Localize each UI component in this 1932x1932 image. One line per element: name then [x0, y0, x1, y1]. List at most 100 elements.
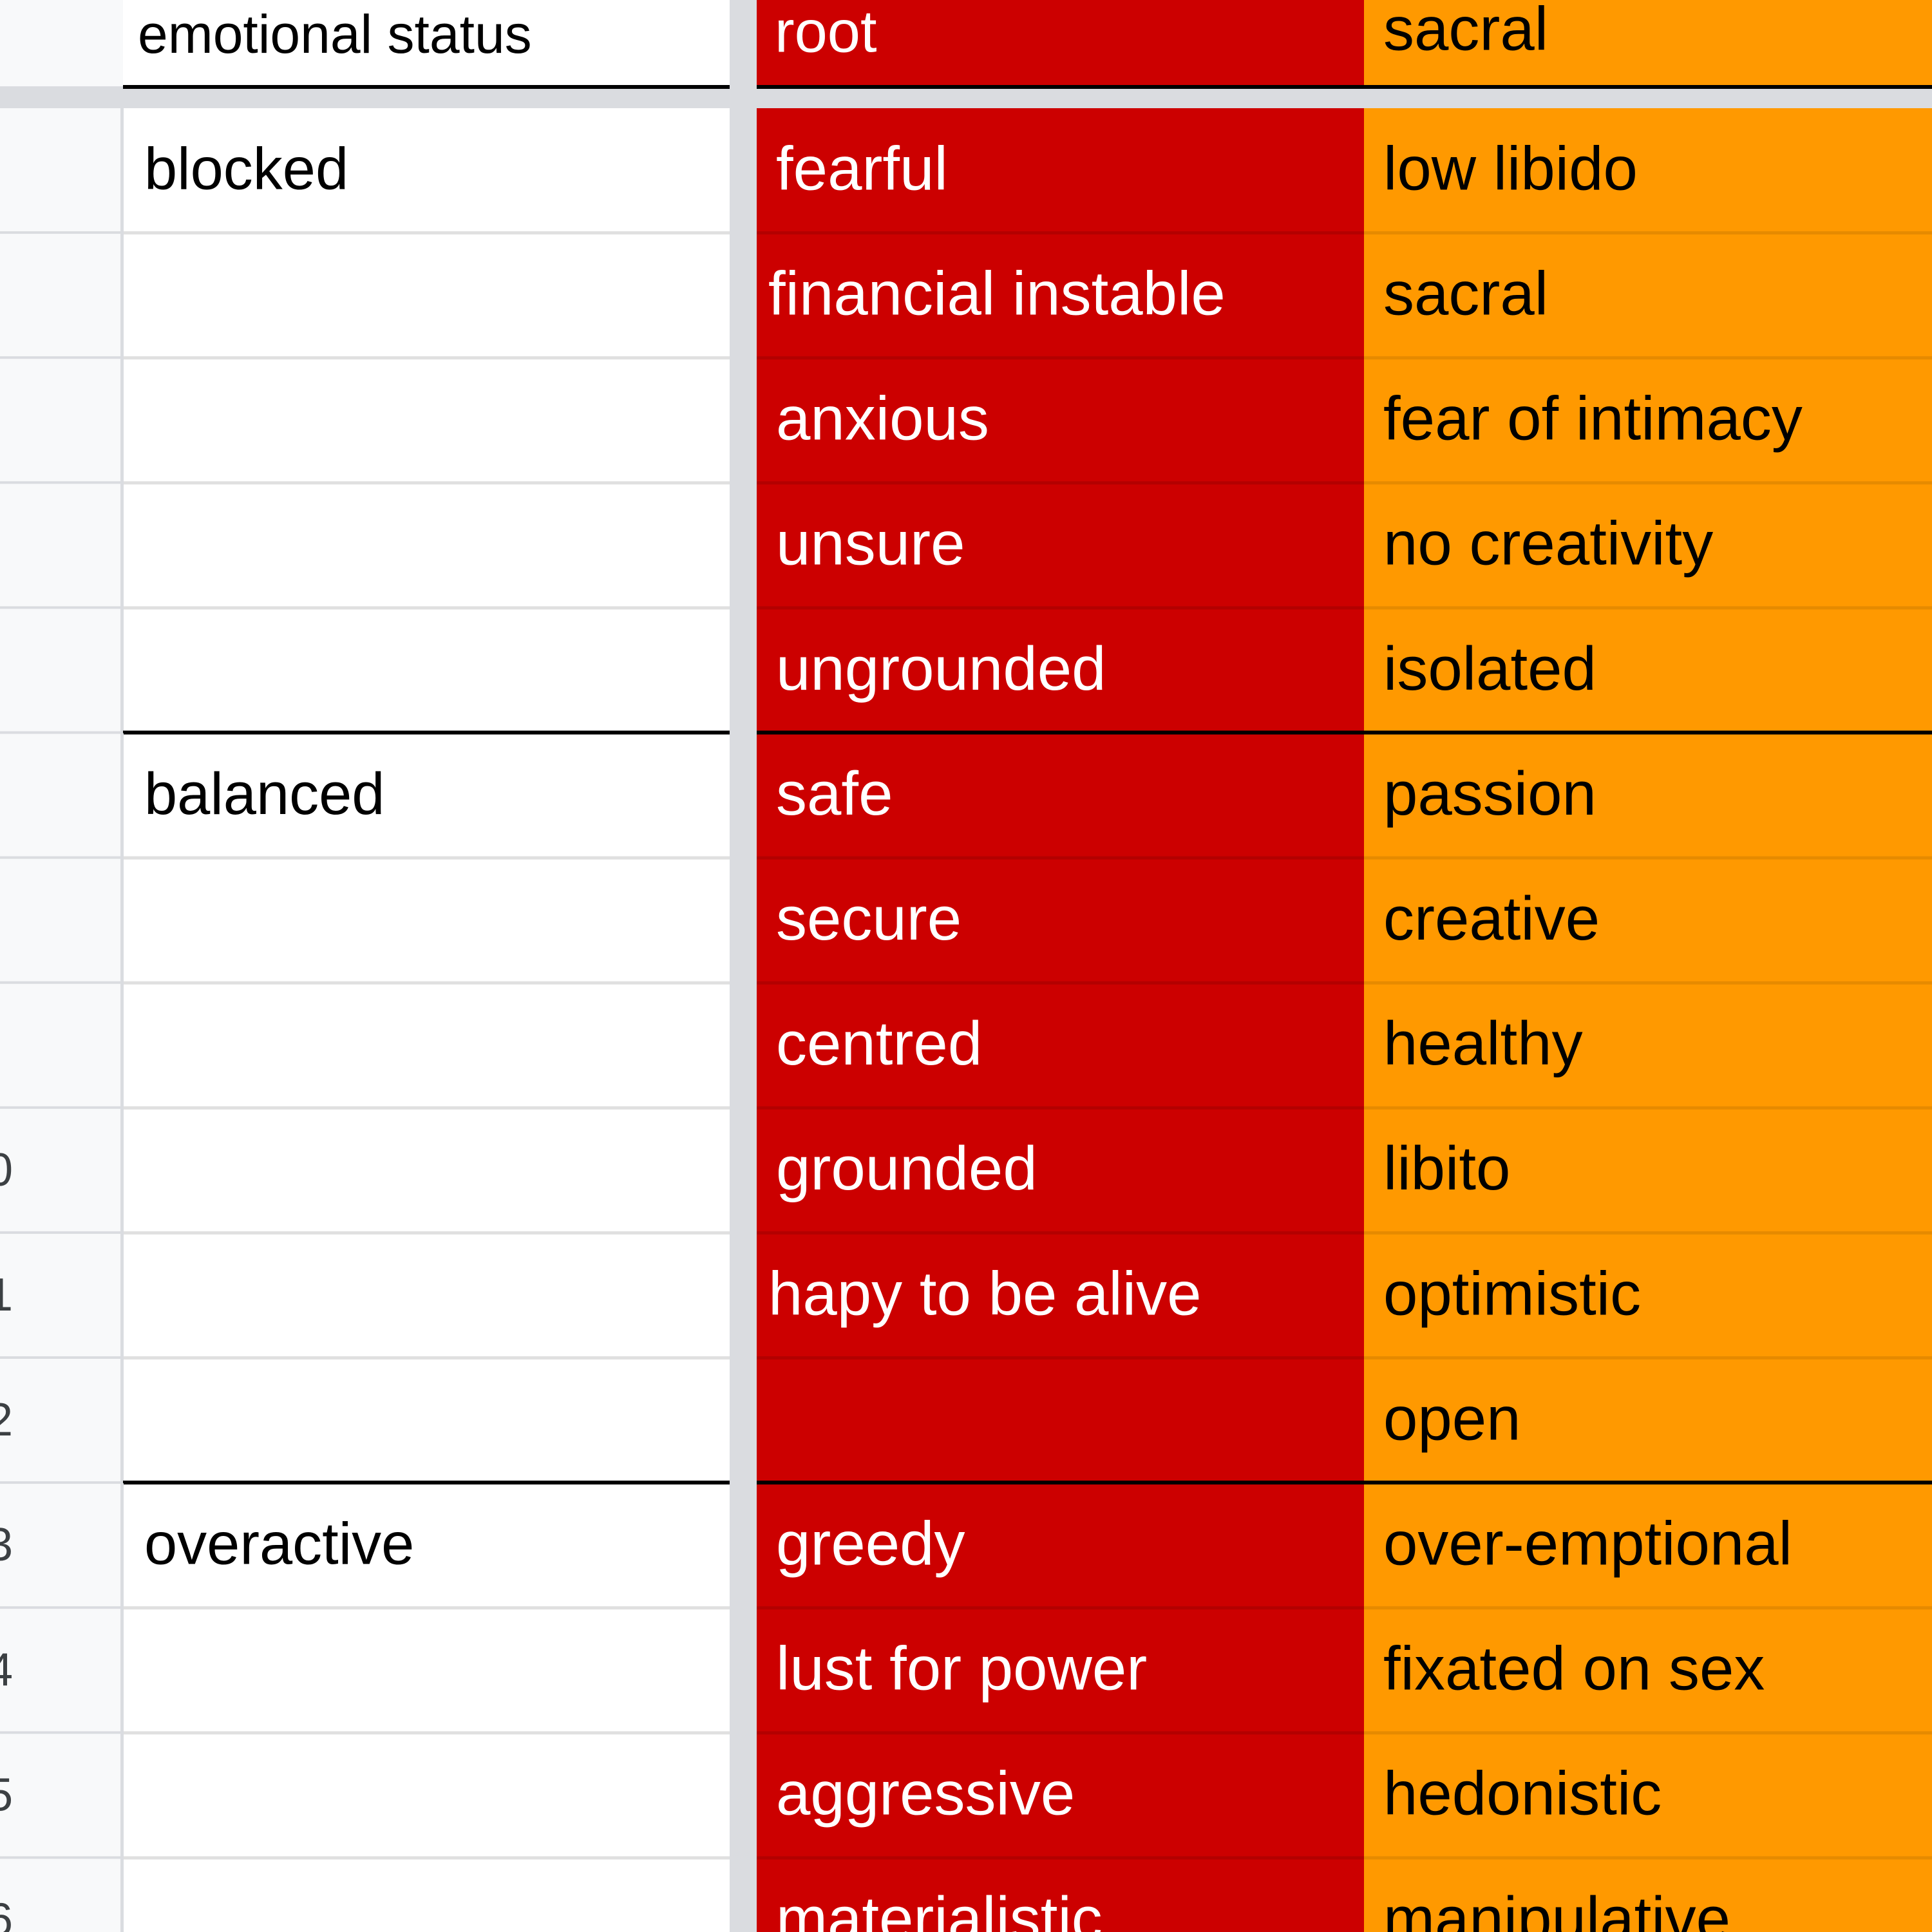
sacral-cell: healthy — [1383, 1009, 1583, 1078]
grid-line — [0, 606, 123, 609]
status-cell: balanced — [144, 761, 384, 827]
sacral-cell: low libido — [1383, 134, 1638, 203]
grid-line — [120, 1108, 124, 1233]
row-number: 14 — [0, 1644, 13, 1696]
root-cell: aggressive — [776, 1759, 1075, 1828]
sacral-cell: open — [1383, 1384, 1521, 1453]
root-cell: safe — [776, 759, 893, 828]
grid-line — [757, 481, 1364, 485]
row-number: 13 — [0, 1519, 13, 1571]
sacral-cell: manipulative — [1383, 1884, 1730, 1932]
grid-line — [120, 1608, 124, 1734]
row-number: 10 — [0, 1144, 13, 1196]
header-sacral: sacral — [1383, 0, 1548, 63]
grid-line — [757, 981, 1364, 985]
grid-line — [0, 1731, 123, 1734]
root-cell: fearful — [776, 134, 948, 203]
grid-line — [0, 1106, 123, 1109]
status-cell: blocked — [144, 136, 348, 202]
grid-line — [1364, 1606, 1932, 1610]
grid-line — [123, 1106, 730, 1110]
root-cell: anxious — [776, 384, 989, 453]
grid-line — [120, 858, 124, 983]
grid-line — [757, 1106, 1364, 1110]
grid-line — [120, 483, 124, 609]
grid-line — [123, 981, 730, 985]
grid-line — [757, 1356, 1364, 1359]
grid-line — [120, 608, 124, 734]
grid-line — [1364, 356, 1932, 360]
grid-line — [123, 356, 730, 360]
grid-line — [757, 856, 1364, 860]
grid-line — [1364, 856, 1932, 860]
sacral-cell: passion — [1383, 759, 1596, 828]
root-cell: lust for power — [776, 1634, 1147, 1703]
group-border — [757, 1481, 1932, 1485]
grid-line — [120, 733, 124, 858]
grid-line — [0, 1481, 123, 1484]
row-number: 15 — [0, 1769, 13, 1821]
grid-line — [1364, 1356, 1932, 1359]
grid-line — [123, 1856, 730, 1860]
grid-line — [757, 231, 1364, 235]
header-status: emotional status — [138, 4, 532, 64]
grid-line — [120, 233, 124, 359]
grid-line — [1364, 231, 1932, 235]
grid-line — [757, 356, 1364, 360]
grid-line — [1364, 1106, 1932, 1110]
grid-line — [123, 856, 730, 860]
grid-line — [757, 1856, 1364, 1860]
sacral-cell: isolated — [1383, 634, 1596, 703]
group-border — [123, 730, 730, 735]
grid-line — [0, 356, 123, 359]
sacral-cell: fear of intimacy — [1383, 384, 1803, 453]
frozen-row-divider — [0, 86, 1932, 108]
header-border — [123, 85, 730, 89]
grid-line — [120, 108, 124, 234]
sacral-cell: sacral — [1383, 260, 1548, 328]
grid-line — [757, 1231, 1364, 1235]
root-cell: materialistic — [776, 1884, 1103, 1932]
row-number: 11 — [0, 1269, 13, 1321]
grid-line — [0, 981, 123, 984]
grid-line — [1364, 606, 1932, 610]
status-cell: overactive — [144, 1511, 414, 1577]
grid-line — [123, 606, 730, 610]
group-border — [757, 730, 1932, 735]
grid-line — [123, 481, 730, 485]
header-root: root — [775, 0, 877, 64]
sacral-cell: hedonistic — [1383, 1759, 1662, 1828]
sacral-cell: libito — [1383, 1134, 1510, 1203]
grid-line — [0, 856, 123, 859]
root-cell: hapy to be alive — [768, 1259, 1201, 1328]
grid-line — [1364, 1731, 1932, 1735]
sacral-cell: over-emptional — [1383, 1510, 1792, 1578]
root-cell: unsure — [776, 509, 965, 578]
grid-line — [0, 481, 123, 484]
grid-line — [0, 1606, 123, 1609]
grid-line — [1364, 1231, 1932, 1235]
grid-line — [1364, 1856, 1932, 1860]
grid-line — [0, 731, 123, 734]
rows: blocked fearful low libido financial instab… — [0, 108, 1932, 1932]
root-cell: ungrounded — [776, 634, 1106, 703]
grid-line — [123, 231, 730, 235]
root-cell: grounded — [776, 1134, 1037, 1203]
grid-line — [120, 1733, 124, 1859]
grid-line — [123, 1356, 730, 1359]
grid-line — [120, 1233, 124, 1358]
header-border — [757, 85, 1932, 89]
root-column — [757, 0, 1364, 1932]
grid-line — [123, 1231, 730, 1235]
root-cell: greedy — [776, 1510, 965, 1578]
grid-line — [120, 983, 124, 1108]
grid-line — [1364, 981, 1932, 985]
grid-line — [0, 231, 123, 234]
grid-line — [120, 358, 124, 484]
row-number: 16 — [0, 1894, 13, 1932]
root-cell: centred — [776, 1009, 982, 1078]
grid-line — [757, 606, 1364, 610]
grid-line — [123, 1731, 730, 1735]
